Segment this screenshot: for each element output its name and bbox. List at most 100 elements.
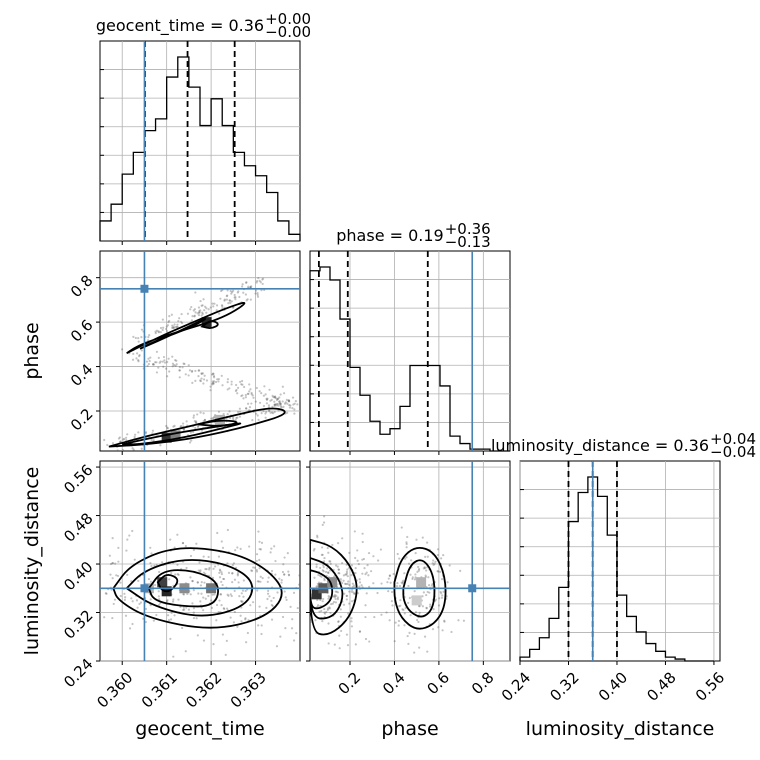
sample-point xyxy=(244,617,247,620)
sample-point xyxy=(186,592,189,596)
sample-point xyxy=(189,576,192,579)
sample-point xyxy=(191,602,194,605)
sample-point xyxy=(361,558,364,561)
sample-point xyxy=(196,581,199,584)
sample-point xyxy=(192,589,195,592)
sample-point xyxy=(220,374,223,377)
sample-point xyxy=(265,398,269,401)
sample-point xyxy=(250,569,254,572)
sample-point xyxy=(269,399,272,402)
sample-point xyxy=(407,584,410,588)
sample-point xyxy=(257,418,260,421)
sample-point xyxy=(356,559,359,562)
sample-point xyxy=(183,608,186,611)
sample-point xyxy=(226,388,229,391)
sample-point xyxy=(261,282,264,286)
sample-point xyxy=(144,607,148,611)
sample-point xyxy=(373,615,376,619)
sample-point xyxy=(157,595,160,598)
sample-point xyxy=(131,454,133,456)
sample-point xyxy=(245,407,248,410)
sample-point xyxy=(270,569,274,573)
sample-point xyxy=(145,360,149,363)
sample-point xyxy=(354,556,357,560)
sample-point xyxy=(226,528,229,532)
sample-point xyxy=(226,593,229,596)
sample-point xyxy=(222,577,225,581)
sample-point xyxy=(347,580,350,583)
sample-point xyxy=(179,425,182,428)
sample-point xyxy=(413,578,417,581)
sample-point xyxy=(128,534,131,537)
sample-point xyxy=(199,570,202,573)
sample-point xyxy=(312,549,315,552)
sample-point xyxy=(274,403,277,406)
sample-point xyxy=(200,314,203,317)
sample-point xyxy=(304,591,306,593)
sample-point xyxy=(111,537,114,540)
sample-point xyxy=(283,590,286,593)
sample-point xyxy=(418,646,421,649)
sample-point xyxy=(184,373,187,376)
sample-point xyxy=(235,383,238,387)
sample-point xyxy=(157,330,160,333)
sample-point xyxy=(219,592,222,596)
sample-point xyxy=(242,397,245,400)
sample-point xyxy=(239,547,242,550)
sample-point xyxy=(154,583,157,587)
sample-point xyxy=(191,315,194,318)
sample-point xyxy=(178,369,181,372)
truth-marker xyxy=(140,584,149,593)
sample-point xyxy=(345,594,348,598)
sample-point xyxy=(209,306,212,309)
sample-point xyxy=(229,289,232,293)
sample-point xyxy=(137,360,140,363)
sample-point xyxy=(132,335,135,338)
sample-point xyxy=(148,334,151,337)
sample-point xyxy=(253,566,257,569)
sample-point xyxy=(124,614,128,617)
sample-point xyxy=(432,559,435,562)
sample-point xyxy=(255,570,259,573)
sample-point xyxy=(223,607,226,610)
y-tick-label: 0.40 xyxy=(60,558,96,594)
sample-point xyxy=(144,620,147,624)
sample-point xyxy=(358,630,361,633)
sample-point xyxy=(198,310,201,313)
sample-point xyxy=(277,404,280,407)
sample-point xyxy=(402,608,405,612)
contour-line xyxy=(125,559,254,617)
sample-point xyxy=(293,408,296,411)
sample-point xyxy=(319,598,322,602)
sample-point xyxy=(204,567,207,571)
sample-point xyxy=(202,555,205,558)
sample-point xyxy=(336,591,340,594)
sample-point xyxy=(226,413,229,416)
sample-point xyxy=(246,392,249,395)
sample-point xyxy=(131,600,134,603)
sample-point xyxy=(388,619,391,622)
sample-point xyxy=(111,562,114,565)
sample-point xyxy=(317,573,320,577)
sample-point xyxy=(323,560,326,563)
truth-marker xyxy=(468,584,477,593)
sample-point xyxy=(283,392,286,395)
sample-point xyxy=(372,555,375,558)
sample-point xyxy=(205,379,209,382)
sample-point xyxy=(44,577,46,579)
sample-point xyxy=(173,323,176,326)
sample-point xyxy=(264,393,267,396)
sample-point xyxy=(235,388,238,392)
sample-point xyxy=(425,569,428,572)
sample-point xyxy=(213,565,217,568)
sample-point xyxy=(421,595,424,598)
sample-point xyxy=(385,611,388,614)
sample-point xyxy=(182,606,185,609)
sample-point xyxy=(166,360,169,364)
sample-point xyxy=(335,594,338,597)
sample-point xyxy=(348,551,351,554)
sample-point xyxy=(211,417,214,420)
sample-point xyxy=(258,279,261,283)
sample-point xyxy=(233,293,236,297)
sample-point xyxy=(150,552,153,555)
